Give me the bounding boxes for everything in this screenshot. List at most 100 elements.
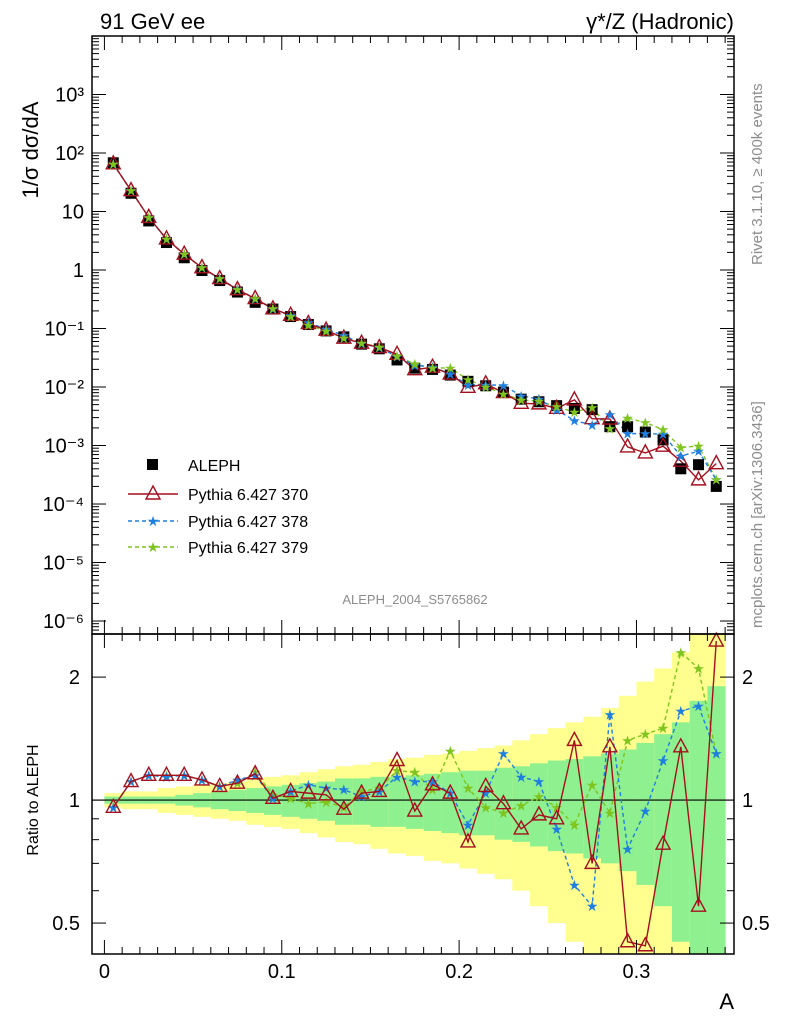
ratio-star-marker: ★ <box>692 661 705 677</box>
ratio-triangle-marker <box>176 765 193 781</box>
aleph-data-point <box>302 319 314 331</box>
main-y-tick-label: 10⁻² <box>45 377 85 399</box>
main-triangle-marker <box>388 344 406 360</box>
main-triangle-marker <box>548 398 565 415</box>
main-star-marker: ★ <box>373 341 386 357</box>
main-triangle-marker <box>371 338 388 354</box>
ratio-triangle-marker <box>459 832 477 848</box>
ratio-triangle-marker <box>105 797 122 814</box>
ratio-triangle-marker <box>513 819 530 835</box>
main-star-marker: ★ <box>196 261 209 277</box>
main-triangle-marker <box>690 470 707 486</box>
inner-band-bin <box>423 773 442 832</box>
aleph-data-point <box>462 375 474 387</box>
ratio-y-tick-label-right: 0.5 <box>742 913 770 935</box>
x-tick-label: 0.1 <box>268 961 296 983</box>
ratio-triangle-marker <box>442 783 459 799</box>
ratio-y-tick-label-right: 2 <box>742 667 753 689</box>
main-star-marker: ★ <box>533 392 546 408</box>
main-star-marker: ★ <box>692 439 705 455</box>
main-triangle-marker <box>513 393 530 409</box>
main-triangle-marker <box>176 244 193 260</box>
main-star-marker: ★ <box>284 309 297 325</box>
main-star-marker: ★ <box>621 427 634 443</box>
aleph-data-point <box>568 402 580 414</box>
ratio-star-marker: ★ <box>462 781 475 797</box>
main-star-marker: ★ <box>355 336 368 352</box>
main-triangle-marker <box>619 437 636 453</box>
main-star-marker: ★ <box>533 394 546 410</box>
main-panel-series: ★★★★★★★★★★ ★ ★ ★ ★★ ★★★ ★ ★★ ★ ★★ ★★★ ★★★ ★ ★★ ★★★★★★★… <box>105 154 725 492</box>
aleph-data-point <box>160 237 172 249</box>
ratio-star-marker: ★ <box>621 842 634 858</box>
main-star-marker: ★ <box>160 232 173 248</box>
ratio-triangle-marker <box>282 781 299 798</box>
main-triangle-marker <box>601 409 619 425</box>
ratio-star-marker: ★ <box>550 822 563 838</box>
aleph-data-point <box>515 393 527 405</box>
main-star-marker: ★ <box>515 389 528 405</box>
ratio-star-marker: ★ <box>550 800 563 816</box>
ratio-triangle-marker <box>406 801 423 817</box>
main-triangle-marker <box>442 364 459 380</box>
inner-band-bin <box>352 778 371 825</box>
main-triangle-marker <box>300 314 317 330</box>
main-star-marker: ★ <box>249 292 262 308</box>
main-y-tick-label: 10⁻³ <box>45 436 85 458</box>
main-star-marker: ★ <box>479 378 492 394</box>
main-y-tick-label: 10⁻⁴ <box>43 494 84 516</box>
aleph-data-point <box>178 252 190 264</box>
main-star-marker: ★ <box>178 247 191 263</box>
main-star-marker: ★ <box>267 302 280 318</box>
mcplots-credit-text: mcplots.cern.ch [arXiv:1306.3436] <box>749 401 766 628</box>
ratio-star-marker: ★ <box>533 790 546 806</box>
main-triangle-marker <box>353 333 370 349</box>
main-star-marker: ★ <box>125 184 138 200</box>
ratio-star-marker: ★ <box>479 800 492 816</box>
aleph-data-point <box>196 265 208 277</box>
ratio-star-marker: ★ <box>444 744 457 760</box>
ratio-panel-frame <box>91 633 735 955</box>
ratio-star-marker: ★ <box>231 773 244 789</box>
legend-entry-pythia-370: Pythia 6.427 370 <box>128 484 308 504</box>
main-star-marker: ★ <box>444 367 457 383</box>
main-y-tick-label: 10² <box>55 143 84 165</box>
aleph-data-point <box>444 369 456 381</box>
aleph-data-point <box>675 463 687 475</box>
inner-band-bin <box>671 722 691 942</box>
ratio-star-marker: ★ <box>320 795 333 811</box>
ratio-star-marker: ★ <box>408 775 421 791</box>
energy-label: 91 GeV ee <box>100 9 205 34</box>
main-triangle-marker <box>140 207 157 224</box>
main-triangle-marker <box>193 258 211 274</box>
x-tick-labels: 0 0.1 0.2 0.3 <box>99 961 651 983</box>
main-star-marker: ★ <box>338 331 351 347</box>
aleph-data-point <box>338 331 350 343</box>
ratio-star-marker: ★ <box>586 778 599 794</box>
legend-label: Pythia 6.427 379 <box>188 540 308 557</box>
aleph-data-point <box>267 303 279 315</box>
ratio-star-marker: ★ <box>692 699 705 715</box>
main-star-marker: ★ <box>142 210 155 226</box>
ratio-star-marker: ★ <box>267 788 280 804</box>
aleph-data-point <box>639 426 651 438</box>
main-triangle-marker <box>122 181 140 197</box>
ratio-y-tick-labels: 0.5 1 2 0.5 1 2 <box>52 667 770 935</box>
legend-entry-aleph: ALEPH <box>147 458 240 475</box>
main-triangle-marker <box>158 229 175 245</box>
main-star-marker: ★ <box>550 400 563 416</box>
main-star-marker: ★ <box>178 247 191 263</box>
main-star-marker: ★ <box>639 427 652 443</box>
inner-band-bin <box>459 770 478 836</box>
ratio-triangle-marker <box>566 730 583 747</box>
main-star-marker: ★ <box>604 407 617 423</box>
ratio-star-marker: ★ <box>160 770 173 786</box>
aleph-data-point <box>214 275 226 287</box>
ratio-triangle-marker <box>371 781 388 798</box>
ratio-triangle-marker <box>708 631 725 647</box>
ratio-triangle-marker <box>193 770 211 786</box>
main-triangle-marker <box>406 360 423 376</box>
ratio-star-marker: ★ <box>675 645 688 661</box>
ratio-star-marker: ★ <box>710 747 723 763</box>
main-star-marker: ★ <box>320 322 333 338</box>
